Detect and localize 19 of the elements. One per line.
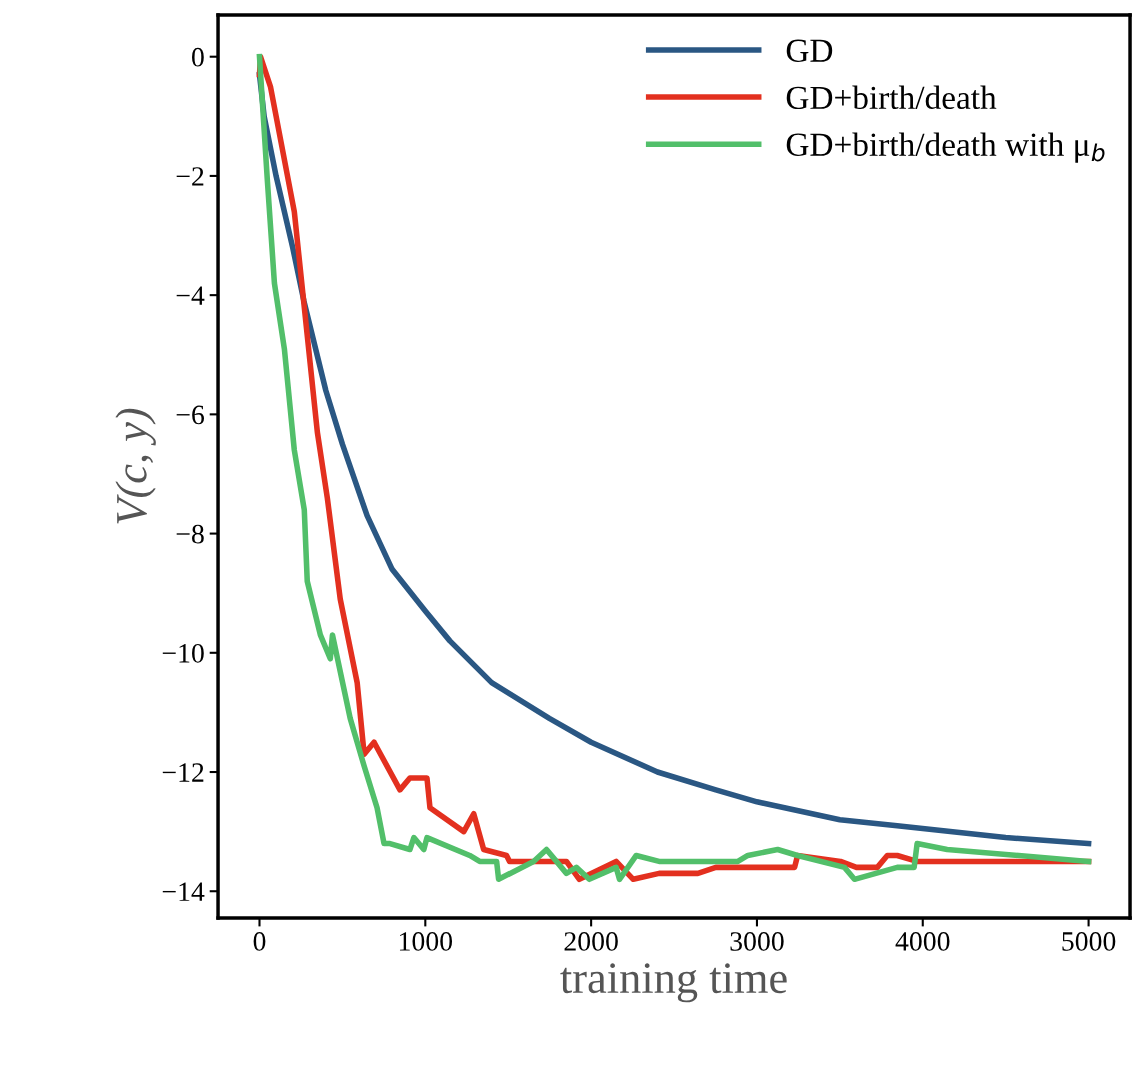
x-tick-label: 0 [253, 932, 266, 951]
x-tick-label: 4000 [895, 932, 950, 951]
y-tick-label: −6 [176, 405, 205, 425]
y-tick-label: −10 [162, 643, 204, 663]
y-tick-label: −4 [176, 286, 205, 305]
y-tick-label: −14 [162, 882, 205, 901]
legend-label: GD+birth/death [786, 85, 997, 110]
y-tick-label: −12 [162, 763, 204, 782]
x-tick-label: 1000 [399, 932, 453, 951]
y-tick-label: −2 [176, 167, 204, 186]
x-axis-title: training time [560, 963, 787, 1003]
x-tick-label: 2000 [564, 932, 618, 951]
x-tick-label: 3000 [730, 932, 784, 951]
y-tick-label: 0 [192, 47, 204, 67]
x-tick-label: 5000 [1062, 932, 1116, 951]
y-tick-label: −8 [176, 524, 204, 544]
legend-label: GD+birth/death with μ$_{b}$ [786, 132, 1105, 163]
legend-label: GD [786, 39, 833, 62]
y-axis-title: V(c, y) [115, 408, 156, 524]
